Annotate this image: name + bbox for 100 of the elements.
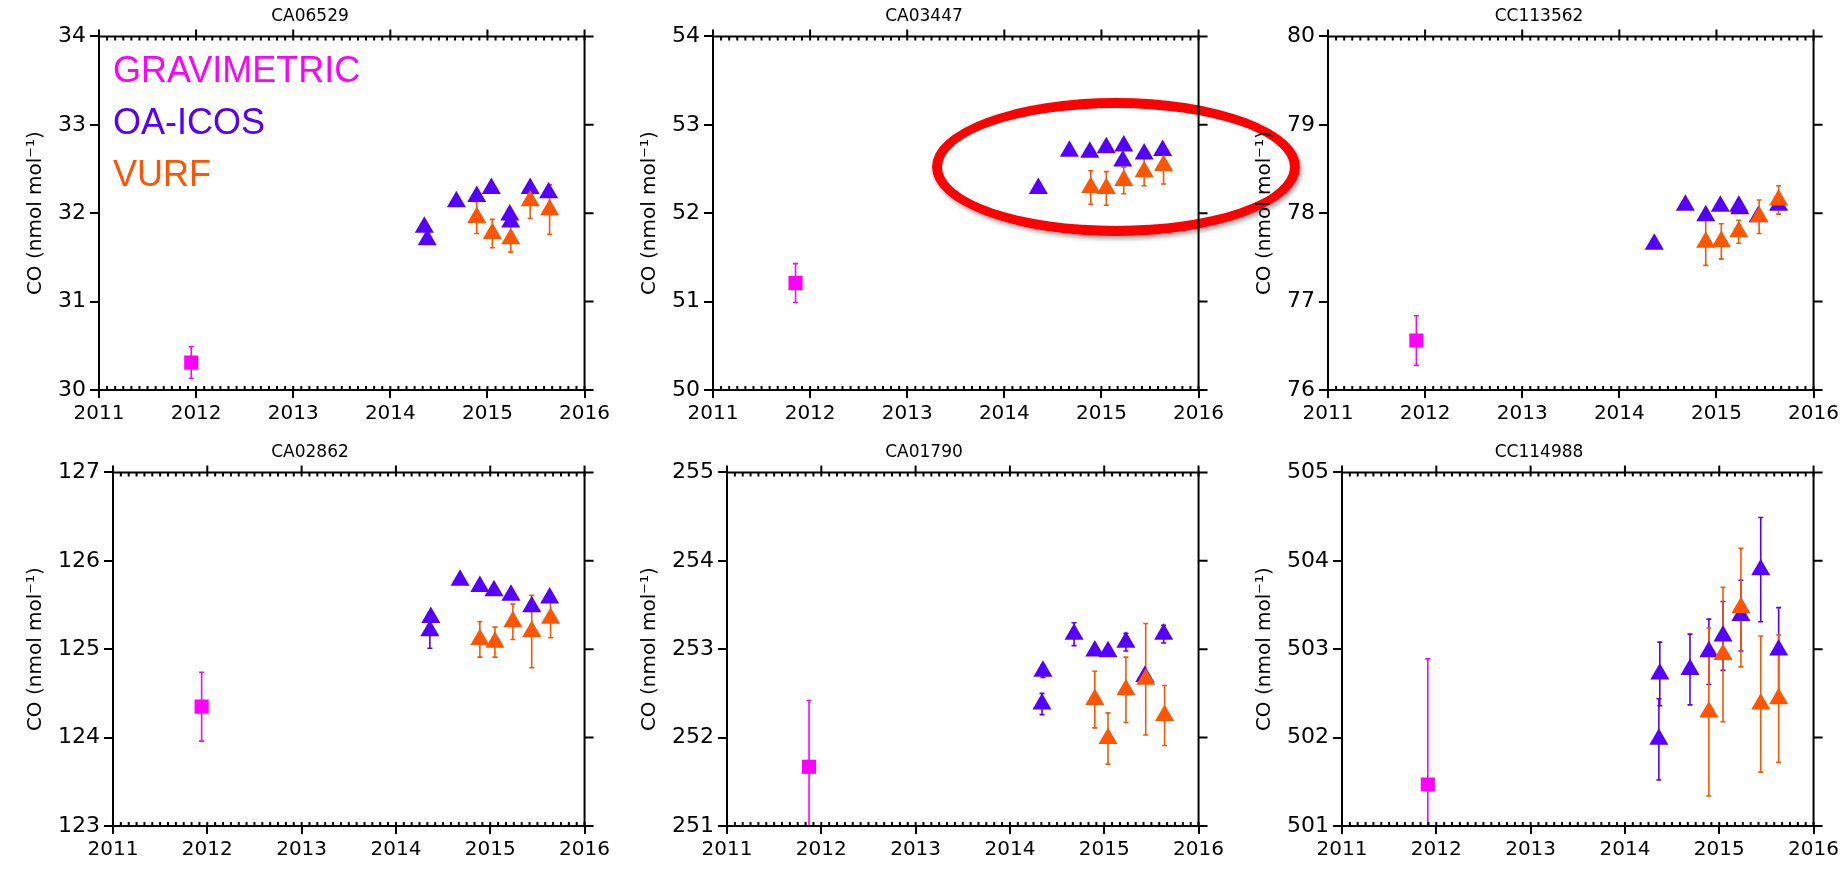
x-tick-label: 2012 <box>784 400 836 425</box>
point <box>540 586 560 604</box>
point <box>1028 177 1048 194</box>
point <box>539 181 559 199</box>
point <box>482 222 502 240</box>
y-tick-label: 501 <box>1286 811 1329 837</box>
point <box>470 628 490 645</box>
x-tick-label: 2012 <box>181 836 233 861</box>
point <box>1155 704 1175 721</box>
x-tick-label: 2013 <box>890 836 942 861</box>
x-tick-label: 2011 <box>1302 400 1354 425</box>
y-axis-title: CO (nmol mol⁻¹) <box>636 131 661 296</box>
x-tick-label: 2016 <box>559 400 610 425</box>
point <box>788 275 803 291</box>
point <box>1769 188 1789 206</box>
point <box>184 355 199 370</box>
point <box>467 185 487 202</box>
point <box>484 579 504 597</box>
point <box>467 206 487 224</box>
point <box>540 198 560 216</box>
y-axis-title: CO (nmol mol⁻¹) <box>22 131 47 296</box>
x-tick-label: 2015 <box>461 400 513 425</box>
x-tick-label: 2016 <box>1173 400 1224 425</box>
text: OA-ICOS <box>112 101 266 143</box>
y-tick-label: 505 <box>1286 458 1329 484</box>
y-tick-label: 252 <box>671 723 714 749</box>
x-tick-label: 2016 <box>1173 836 1224 861</box>
y-tick-label: 52 <box>671 198 700 224</box>
x-tick-label: 2012 <box>795 836 847 861</box>
point <box>1116 631 1136 648</box>
point <box>1096 177 1116 194</box>
x-tick-label: 2015 <box>1078 836 1130 861</box>
point <box>1649 728 1669 745</box>
x-tick-label: 2014 <box>978 400 1030 425</box>
x-tick-label: 2011 <box>1316 836 1368 861</box>
point <box>1731 596 1751 614</box>
x-tick-label: 2014 <box>1599 836 1651 861</box>
x-tick-label: 2015 <box>1075 400 1127 425</box>
point <box>1134 142 1154 160</box>
y-tick-label: 254 <box>671 546 714 572</box>
y-tick-label: 31 <box>57 287 86 313</box>
y-axis-title: CO (nmol mol⁻¹) <box>1251 567 1276 732</box>
point <box>1710 195 1730 212</box>
point <box>1080 141 1100 158</box>
point <box>450 569 470 586</box>
x-tick-label: 2015 <box>1690 400 1742 425</box>
point <box>1769 639 1789 656</box>
point <box>1713 643 1733 660</box>
point <box>1096 136 1116 154</box>
y-tick-label: 253 <box>671 634 714 660</box>
x-tick-label: 2016 <box>1788 836 1839 861</box>
x-tick-label: 2012 <box>1399 400 1451 425</box>
point <box>1644 233 1664 250</box>
y-tick-label: 255 <box>671 458 714 484</box>
point <box>1699 640 1719 658</box>
y-axis-title: CO (nmol mol⁻¹) <box>636 567 661 732</box>
x-tick-label: 2013 <box>881 400 933 425</box>
y-tick-label: 124 <box>57 723 100 749</box>
point <box>1696 231 1716 248</box>
y-tick-label: 78 <box>1286 198 1315 224</box>
y-tick-label: 54 <box>671 22 700 48</box>
point <box>1154 154 1174 171</box>
y-tick-label: 123 <box>57 811 100 837</box>
x-tick-label: 2014 <box>1593 400 1645 425</box>
x-tick-label: 2011 <box>701 836 753 861</box>
point <box>1059 140 1079 157</box>
point <box>1675 194 1695 211</box>
point <box>485 631 505 648</box>
point <box>1033 660 1053 677</box>
x-tick-label: 2015 <box>1693 836 1745 861</box>
x-tick-label: 2015 <box>464 836 516 861</box>
y-tick-label: 502 <box>1286 723 1329 749</box>
point <box>481 177 501 194</box>
point <box>414 216 434 233</box>
y-tick-label: 251 <box>671 811 714 837</box>
point <box>1081 176 1101 194</box>
point <box>501 227 521 245</box>
point <box>1650 662 1670 680</box>
y-tick-label: 50 <box>671 375 700 401</box>
point <box>446 190 466 208</box>
point <box>522 620 542 638</box>
point <box>1113 150 1133 167</box>
point <box>1098 727 1118 744</box>
chart-title: CA03447 <box>885 4 963 25</box>
chart-title: CA02862 <box>271 440 349 461</box>
point <box>1696 204 1716 222</box>
point <box>1064 623 1084 640</box>
y-tick-label: 76 <box>1286 375 1315 401</box>
y-tick-label: 33 <box>57 110 86 136</box>
point <box>1751 693 1771 710</box>
point <box>503 610 523 628</box>
text: VURF <box>112 153 211 195</box>
x-tick-label: 2014 <box>364 400 416 425</box>
point <box>1134 160 1154 178</box>
point <box>1699 700 1719 718</box>
y-axis-title: CO (nmol mol⁻¹) <box>1251 131 1276 296</box>
x-tick-label: 2013 <box>267 400 319 425</box>
y-tick-label: 80 <box>1286 22 1315 48</box>
point <box>1098 640 1118 658</box>
y-tick-label: 127 <box>57 458 100 484</box>
